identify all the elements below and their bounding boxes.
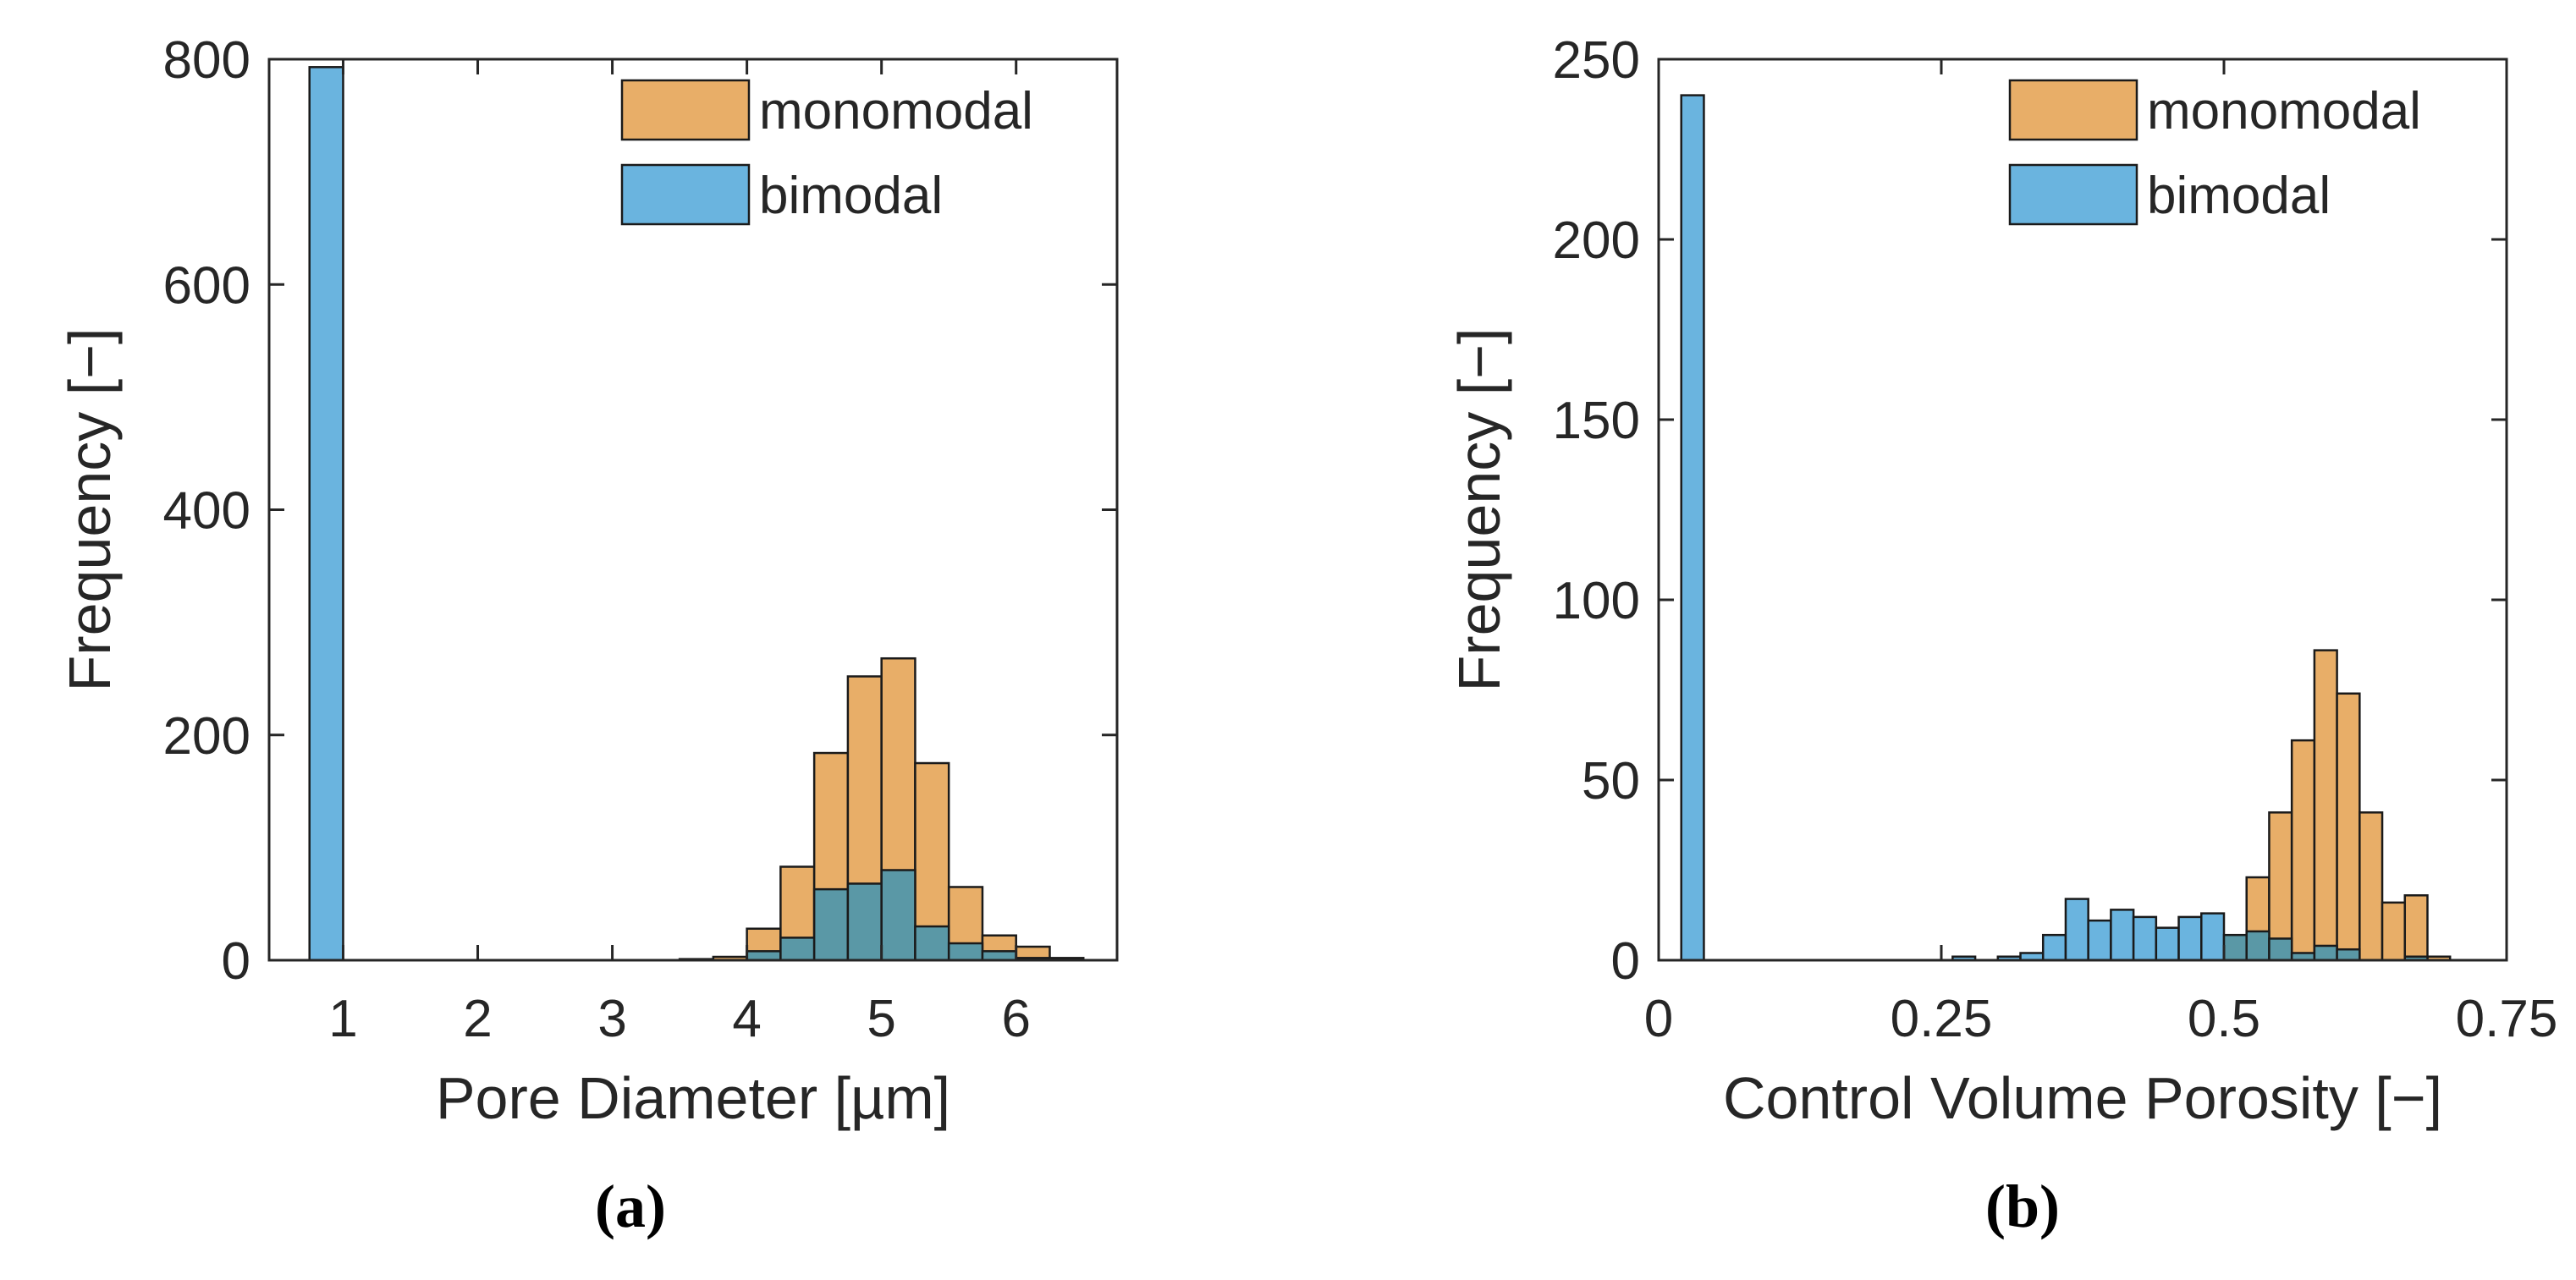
x-tick-label: 3 <box>597 990 626 1048</box>
legend: monomodal bimodal <box>620 79 1033 226</box>
y-tick-label: 200 <box>1553 212 1640 270</box>
bar-bimodal <box>812 887 850 962</box>
bar-bimodal <box>2268 937 2293 962</box>
bars <box>1680 94 2452 962</box>
x-tick-label: 0.75 <box>2456 990 2558 1048</box>
y-axis-label: Frequency [−] <box>57 328 123 692</box>
bar-monomodal <box>2403 894 2429 962</box>
bar-bimodal <box>981 950 1017 962</box>
y-tick-label: 100 <box>1553 572 1640 630</box>
bar-bimodal <box>2155 926 2180 962</box>
legend-swatch-bimodal <box>2008 163 2138 226</box>
y-axis-label: Frequency [−] <box>1446 328 1512 692</box>
bar-monomodal <box>2336 692 2361 962</box>
bar-bimodal <box>746 950 782 962</box>
bar-bimodal <box>2200 912 2226 962</box>
bar-bimodal <box>2132 915 2158 962</box>
x-axis-label: Pore Diameter [µm] <box>436 1065 950 1131</box>
x-tick-label: 0.25 <box>1891 990 1993 1048</box>
bar-bimodal <box>2041 933 2067 962</box>
bar-bimodal <box>2245 930 2271 962</box>
bar-bimodal <box>2336 948 2361 962</box>
legend-label-monomodal: monomodal <box>759 82 1033 140</box>
bar-monomodal <box>2268 811 2293 962</box>
y-tick-label: 800 <box>163 31 250 90</box>
bar-bimodal <box>2177 915 2203 962</box>
bar-bimodal <box>2110 909 2135 962</box>
bar-bimodal <box>308 66 344 962</box>
x-tick-label: 5 <box>867 990 895 1048</box>
x-tick-label: 0 <box>1644 990 1673 1048</box>
x-tick-label: 4 <box>732 990 761 1048</box>
bar-bimodal <box>2087 919 2112 962</box>
y-tick-label: 600 <box>163 256 250 315</box>
y-tick-label: 0 <box>1611 932 1640 991</box>
bar-bimodal <box>914 925 950 962</box>
legend-label-bimodal: bimodal <box>759 167 943 225</box>
x-tick-label: 2 <box>463 990 492 1048</box>
legend-swatch-monomodal <box>2008 79 2138 141</box>
x-axis-label: Control Volume Porosity [−] <box>1723 1065 2442 1131</box>
bar-monomodal <box>2313 649 2338 962</box>
y-tick-label: 250 <box>1553 31 1640 90</box>
legend-label-monomodal: monomodal <box>2147 82 2421 140</box>
bar-monomodal <box>2359 811 2384 962</box>
bar-bimodal <box>1680 94 1705 962</box>
axes-frame <box>1657 58 2508 962</box>
x-tick-label: 6 <box>1001 990 1030 1048</box>
legend-swatch-monomodal <box>620 79 751 141</box>
legend-label-bimodal: bimodal <box>2147 167 2331 225</box>
bar-bimodal <box>779 937 816 962</box>
y-tick-label: 0 <box>222 932 250 991</box>
panel-label: (b) <box>1985 1173 2060 1240</box>
chart-panel-a: 0 200 400 600 800 1 2 3 4 5 6 Pore Diameter [µm] Fre… <box>57 31 1119 1240</box>
legend: monomodal bimodal <box>2008 79 2421 226</box>
bar-bimodal <box>846 882 883 962</box>
y-tick-label: 400 <box>163 482 250 541</box>
bar-monomodal <box>2381 901 2407 962</box>
x-tick-label: 0.5 <box>2188 990 2260 1048</box>
x-tick-label: 1 <box>328 990 357 1048</box>
bars <box>308 66 1085 962</box>
bar-bimodal <box>2313 944 2338 962</box>
bar-monomodal <box>2290 739 2316 962</box>
y-tick-label: 200 <box>163 707 250 766</box>
panel-label: (a) <box>595 1173 666 1240</box>
bar-bimodal <box>2222 933 2248 962</box>
y-tick-label: 50 <box>1582 752 1640 810</box>
y-tick-label: 150 <box>1553 392 1640 450</box>
legend-swatch-bimodal <box>620 163 751 226</box>
bar-bimodal <box>2064 898 2089 962</box>
bar-bimodal <box>880 869 916 962</box>
bar-bimodal <box>947 942 984 962</box>
